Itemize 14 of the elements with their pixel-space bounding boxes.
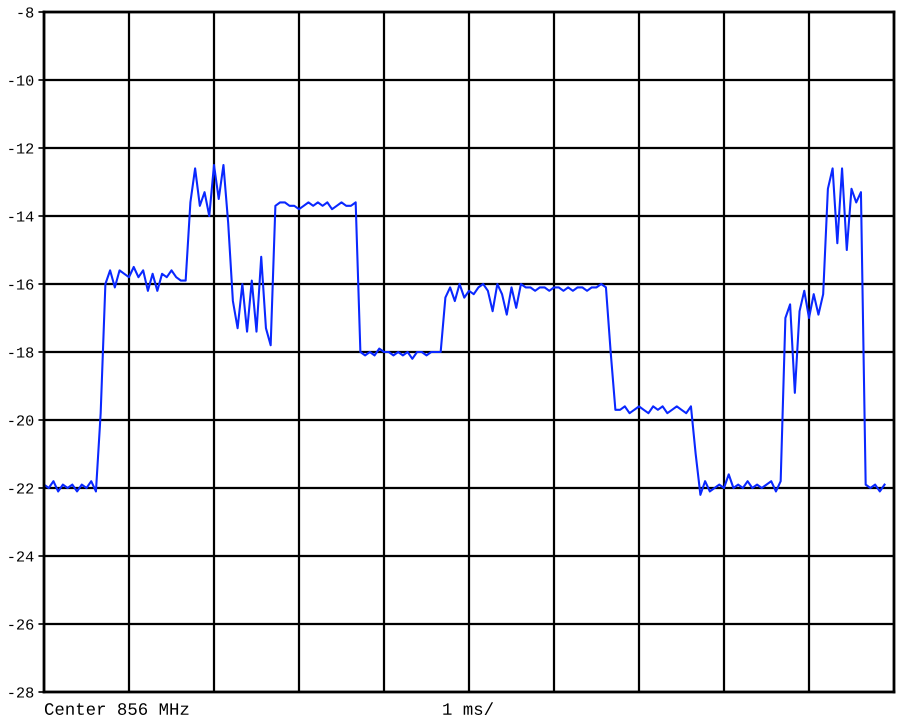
y-tick-label: -16 xyxy=(9,279,34,290)
y-tick-label: -12 xyxy=(9,143,34,154)
y-tick-label: -10 xyxy=(9,75,34,86)
y-tick-label: -18 xyxy=(9,347,34,358)
text: Center 856 MHz xyxy=(44,703,188,715)
y-tick-label: -20 xyxy=(9,415,34,426)
y-tick-label: -14 xyxy=(9,211,34,222)
text: 1 ms/ xyxy=(443,702,494,715)
y-tick-label: -8 xyxy=(18,7,34,18)
y-tick-label: -24 xyxy=(9,551,34,562)
line-series xyxy=(44,164,886,496)
y-tick-label: -28 xyxy=(9,687,34,698)
y-tick-label: -22 xyxy=(9,483,34,494)
y-tick-label: -26 xyxy=(9,619,34,630)
